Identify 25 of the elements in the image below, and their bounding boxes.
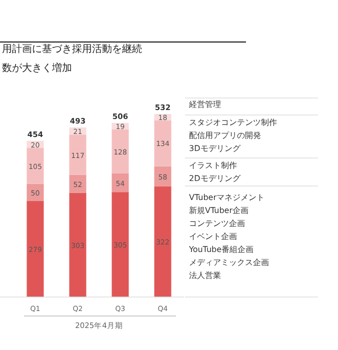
text: イラスト制作 xyxy=(189,161,237,170)
text: スタジオコンテンツ制作 xyxy=(189,118,277,127)
text: 法人営業 xyxy=(189,271,221,280)
text: YouTube番組企画 xyxy=(188,245,254,254)
text: VTuberマネジメント xyxy=(189,193,265,202)
text: 3Dモデリング xyxy=(189,144,242,153)
text: 経営管理 xyxy=(188,100,221,109)
text: イベント企画 xyxy=(189,232,237,241)
bar xyxy=(69,134,86,175)
bar xyxy=(69,192,86,297)
chart-subtitle: 数が大きく増加 xyxy=(2,62,72,74)
bar xyxy=(112,192,129,297)
bar xyxy=(154,120,172,166)
bar xyxy=(26,201,44,297)
bar xyxy=(26,148,44,184)
text: 配信用アプリの開発 xyxy=(189,131,261,140)
text: 新規VTuber企画 xyxy=(189,206,249,215)
bar xyxy=(69,174,86,193)
bar xyxy=(112,174,129,192)
bar xyxy=(154,186,172,297)
text: 2Dモデリング xyxy=(189,174,242,183)
text: コンテンツ企画 xyxy=(189,219,245,228)
bar xyxy=(112,129,129,174)
chart-title: 用計画に基づき採用活動を継続 xyxy=(2,43,142,55)
text: メディアミックス企画 xyxy=(189,258,269,267)
